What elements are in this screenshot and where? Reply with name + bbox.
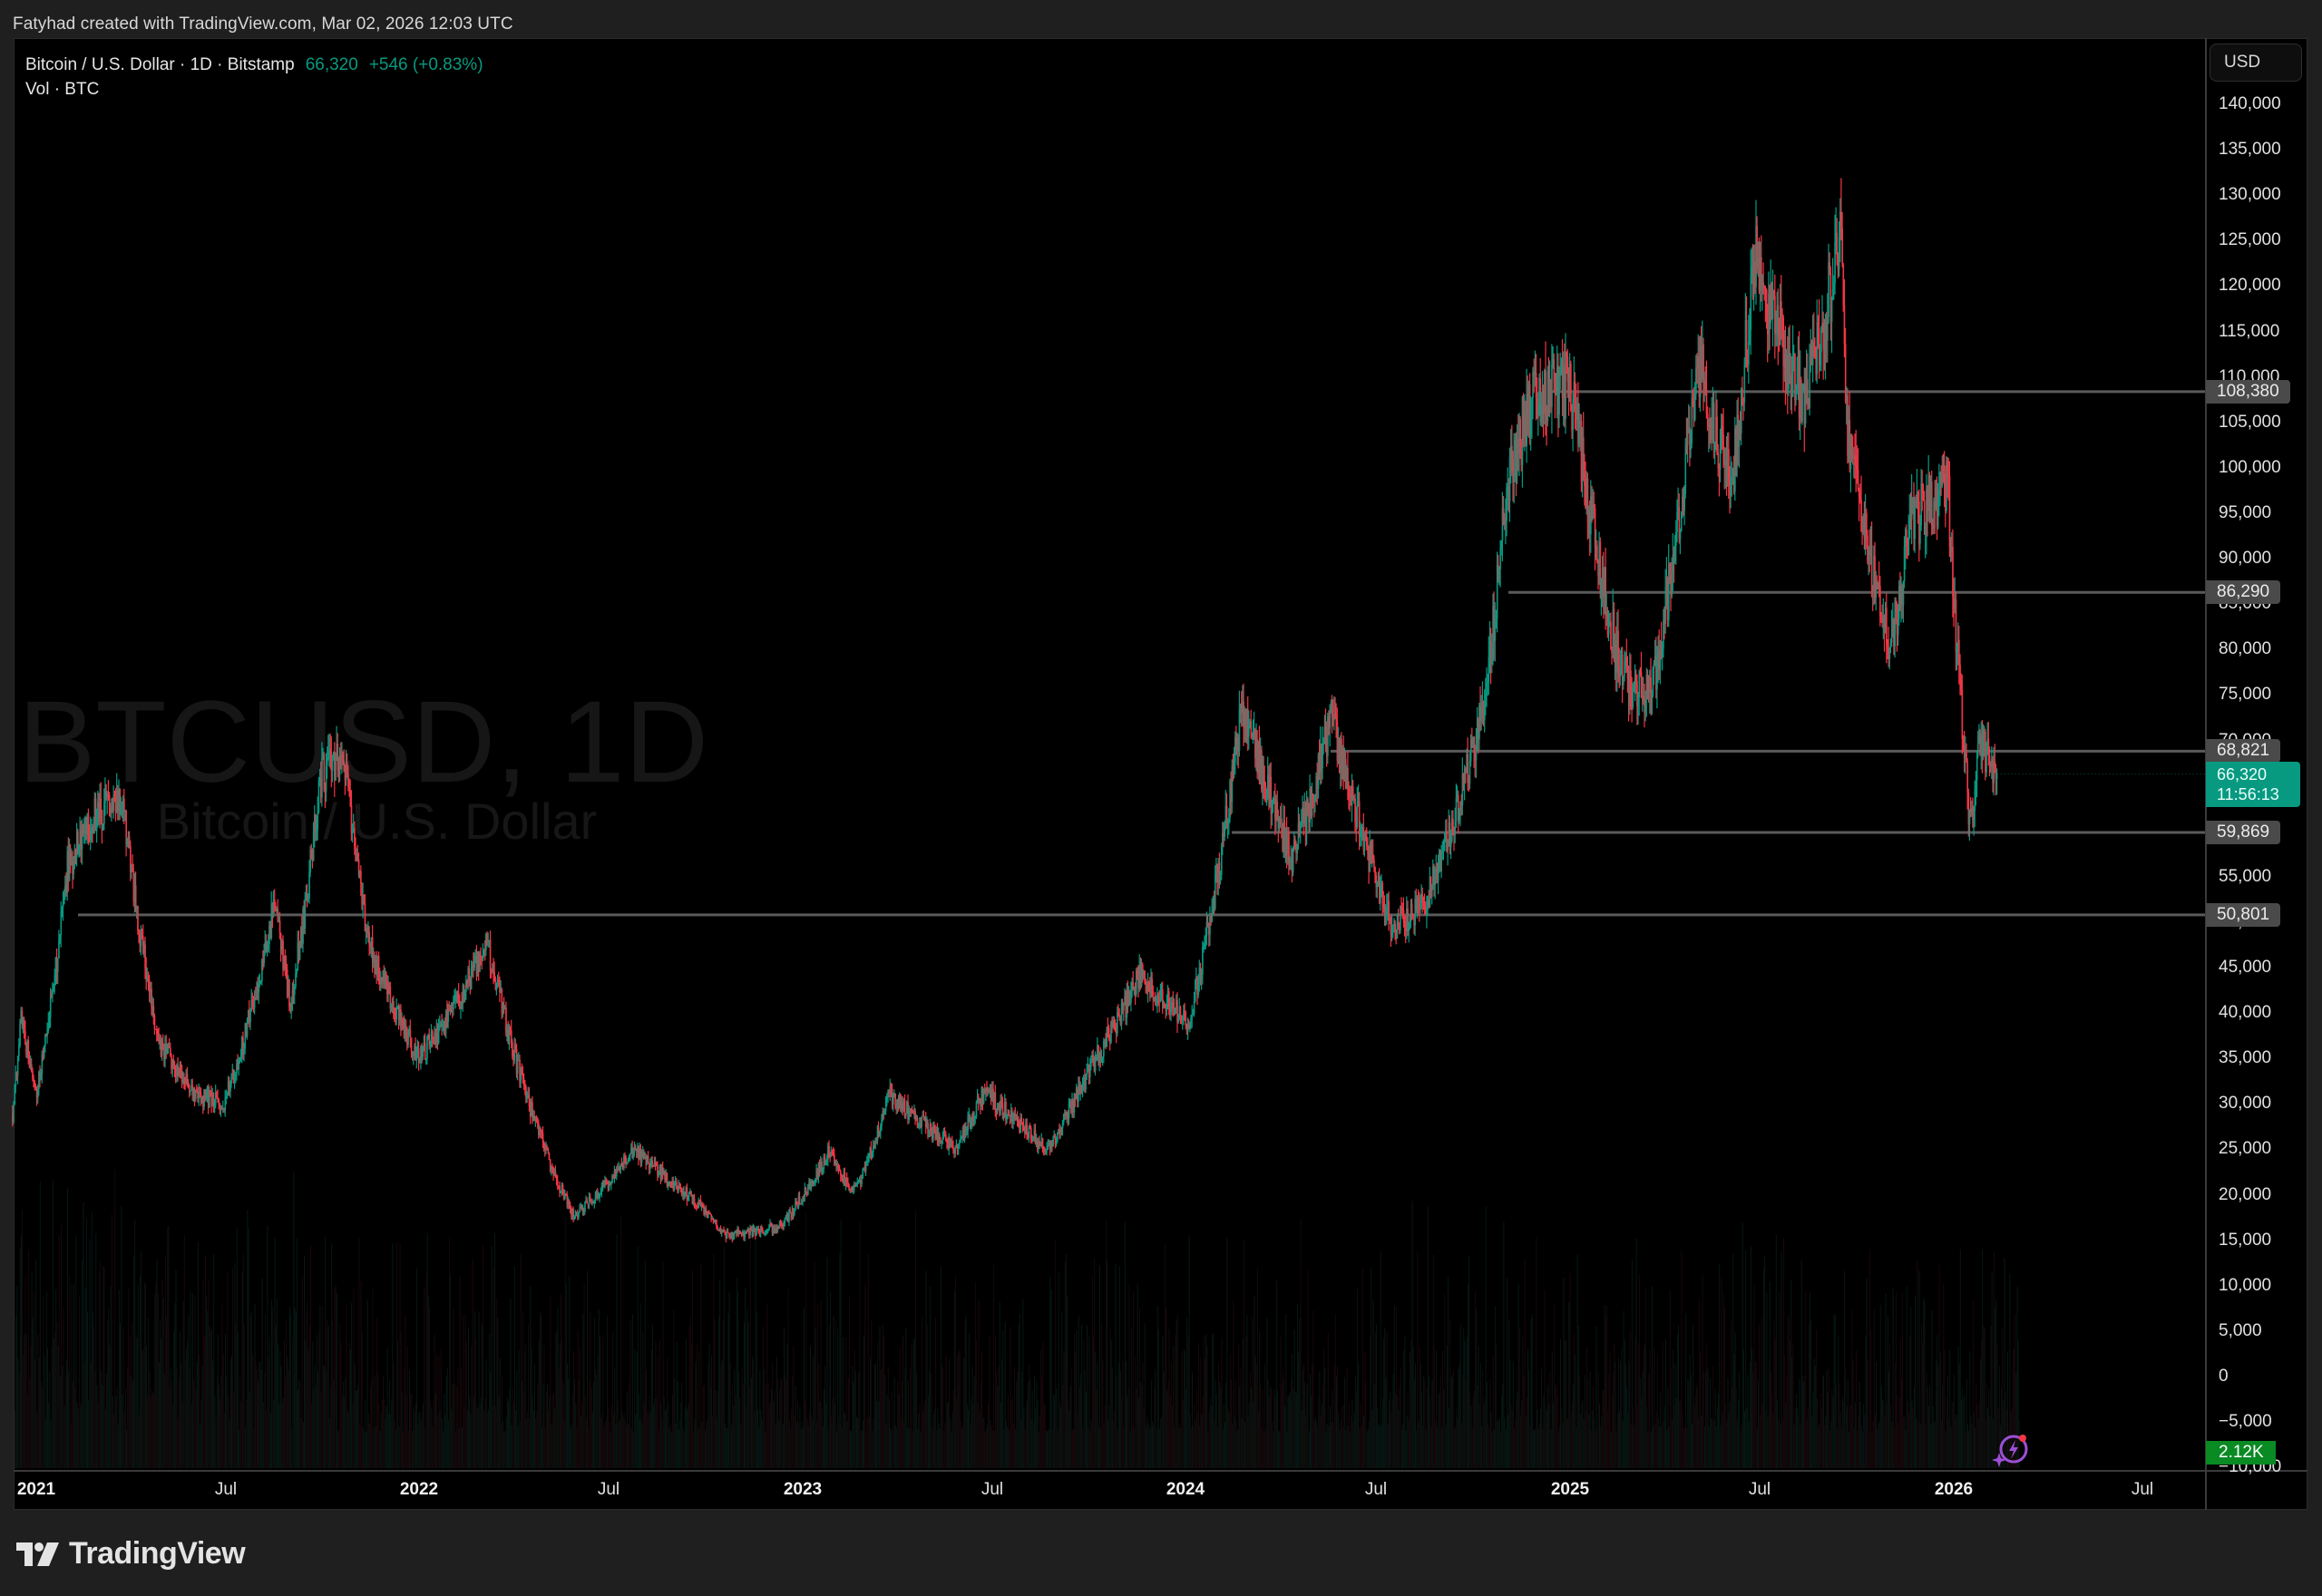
price-tick-label: 75,000 [2219, 685, 2272, 705]
volume-indicator-title[interactable]: Vol · BTC [25, 80, 100, 99]
time-tick-label: 2024 [1166, 1480, 1205, 1499]
price-tick-label: 135,000 [2219, 140, 2281, 160]
last-price-tag: 66,320 11:56:13 [2206, 762, 2300, 807]
price-tick-label: 25,000 [2219, 1139, 2272, 1159]
volume-legend-row[interactable]: Vol · BTC [25, 77, 483, 102]
currency-button[interactable]: USD [2210, 44, 2302, 82]
level-price-tag: 108,380 [2206, 379, 2290, 404]
axis-corner [2205, 1470, 2307, 1510]
time-tick-label: 2022 [399, 1480, 439, 1499]
price-tick-label: 0 [2219, 1367, 2229, 1386]
time-axis[interactable] [14, 1470, 2205, 1510]
price-tick-label: 130,000 [2219, 185, 2281, 205]
tradingview-logo-text: TradingView [69, 1536, 246, 1571]
time-tick-label: 2023 [783, 1480, 823, 1499]
level-price-tag: 50,801 [2206, 902, 2281, 927]
level-price-tag: 86,290 [2206, 580, 2281, 605]
time-tick-label: 2026 [1934, 1480, 1974, 1499]
price-tick-label: 125,000 [2219, 230, 2281, 250]
price-tick-label: 40,000 [2219, 1003, 2272, 1023]
chart-attribution: Fatyhad created with TradingView.com, Ma… [13, 15, 513, 34]
price-tick-label: 20,000 [2219, 1184, 2272, 1204]
chart-frame[interactable] [14, 38, 2307, 1510]
price-change-value: +546 (+0.83%) [368, 55, 483, 74]
chart-legend: Bitcoin / U.S. Dollar · 1D · Bitstamp 66… [25, 53, 483, 102]
price-candles [12, 178, 1998, 1243]
time-tick-label: 2021 [16, 1480, 56, 1499]
price-tick-label: 55,000 [2219, 866, 2272, 886]
time-tick-label: Jul [214, 1480, 238, 1499]
time-tick-label: Jul [1748, 1480, 1771, 1499]
ai-assistant-icon[interactable] [1992, 1430, 2032, 1470]
price-tick-label: 15,000 [2219, 1230, 2272, 1250]
price-tick-label: 45,000 [2219, 958, 2272, 978]
volume-bars [15, 1169, 2020, 1468]
volume-value-tag: 2.12K [2206, 1441, 2276, 1465]
time-tick-label: Jul [2131, 1480, 2154, 1499]
level-price-tag: 68,821 [2206, 739, 2281, 764]
symbol-legend-row[interactable]: Bitcoin / U.S. Dollar · 1D · Bitstamp 66… [25, 53, 483, 77]
time-tick-label: Jul [981, 1480, 1004, 1499]
tradingview-logo[interactable]: TradingView [16, 1536, 246, 1572]
symbol-title[interactable]: Bitcoin / U.S. Dollar · 1D · Bitstamp [25, 55, 295, 74]
price-tick-label: 10,000 [2219, 1275, 2272, 1295]
bar-countdown: 11:56:13 [2217, 785, 2279, 803]
price-tick-label: 35,000 [2219, 1048, 2272, 1068]
price-tick-label: 100,000 [2219, 457, 2281, 477]
level-price-tag: 59,869 [2206, 821, 2281, 845]
price-tick-label: 30,000 [2219, 1094, 2272, 1114]
last-price-value: 66,320 [305, 55, 358, 74]
price-tick-label: 105,000 [2219, 412, 2281, 432]
price-tick-label: −5,000 [2219, 1412, 2272, 1432]
tradingview-logo-icon [16, 1542, 59, 1566]
time-tick-label: Jul [597, 1480, 620, 1499]
time-tick-label: Jul [1364, 1480, 1388, 1499]
last-price-tag-value: 66,320 [2217, 765, 2268, 783]
price-tick-label: 120,000 [2219, 276, 2281, 296]
price-tick-label: 80,000 [2219, 639, 2272, 659]
price-tick-label: 90,000 [2219, 549, 2272, 569]
price-tick-label: 5,000 [2219, 1320, 2262, 1340]
price-tick-label: 95,000 [2219, 502, 2272, 522]
time-tick-label: 2025 [1550, 1480, 1590, 1499]
price-tick-label: 115,000 [2219, 321, 2280, 341]
price-tick-label: 140,000 [2219, 94, 2281, 113]
